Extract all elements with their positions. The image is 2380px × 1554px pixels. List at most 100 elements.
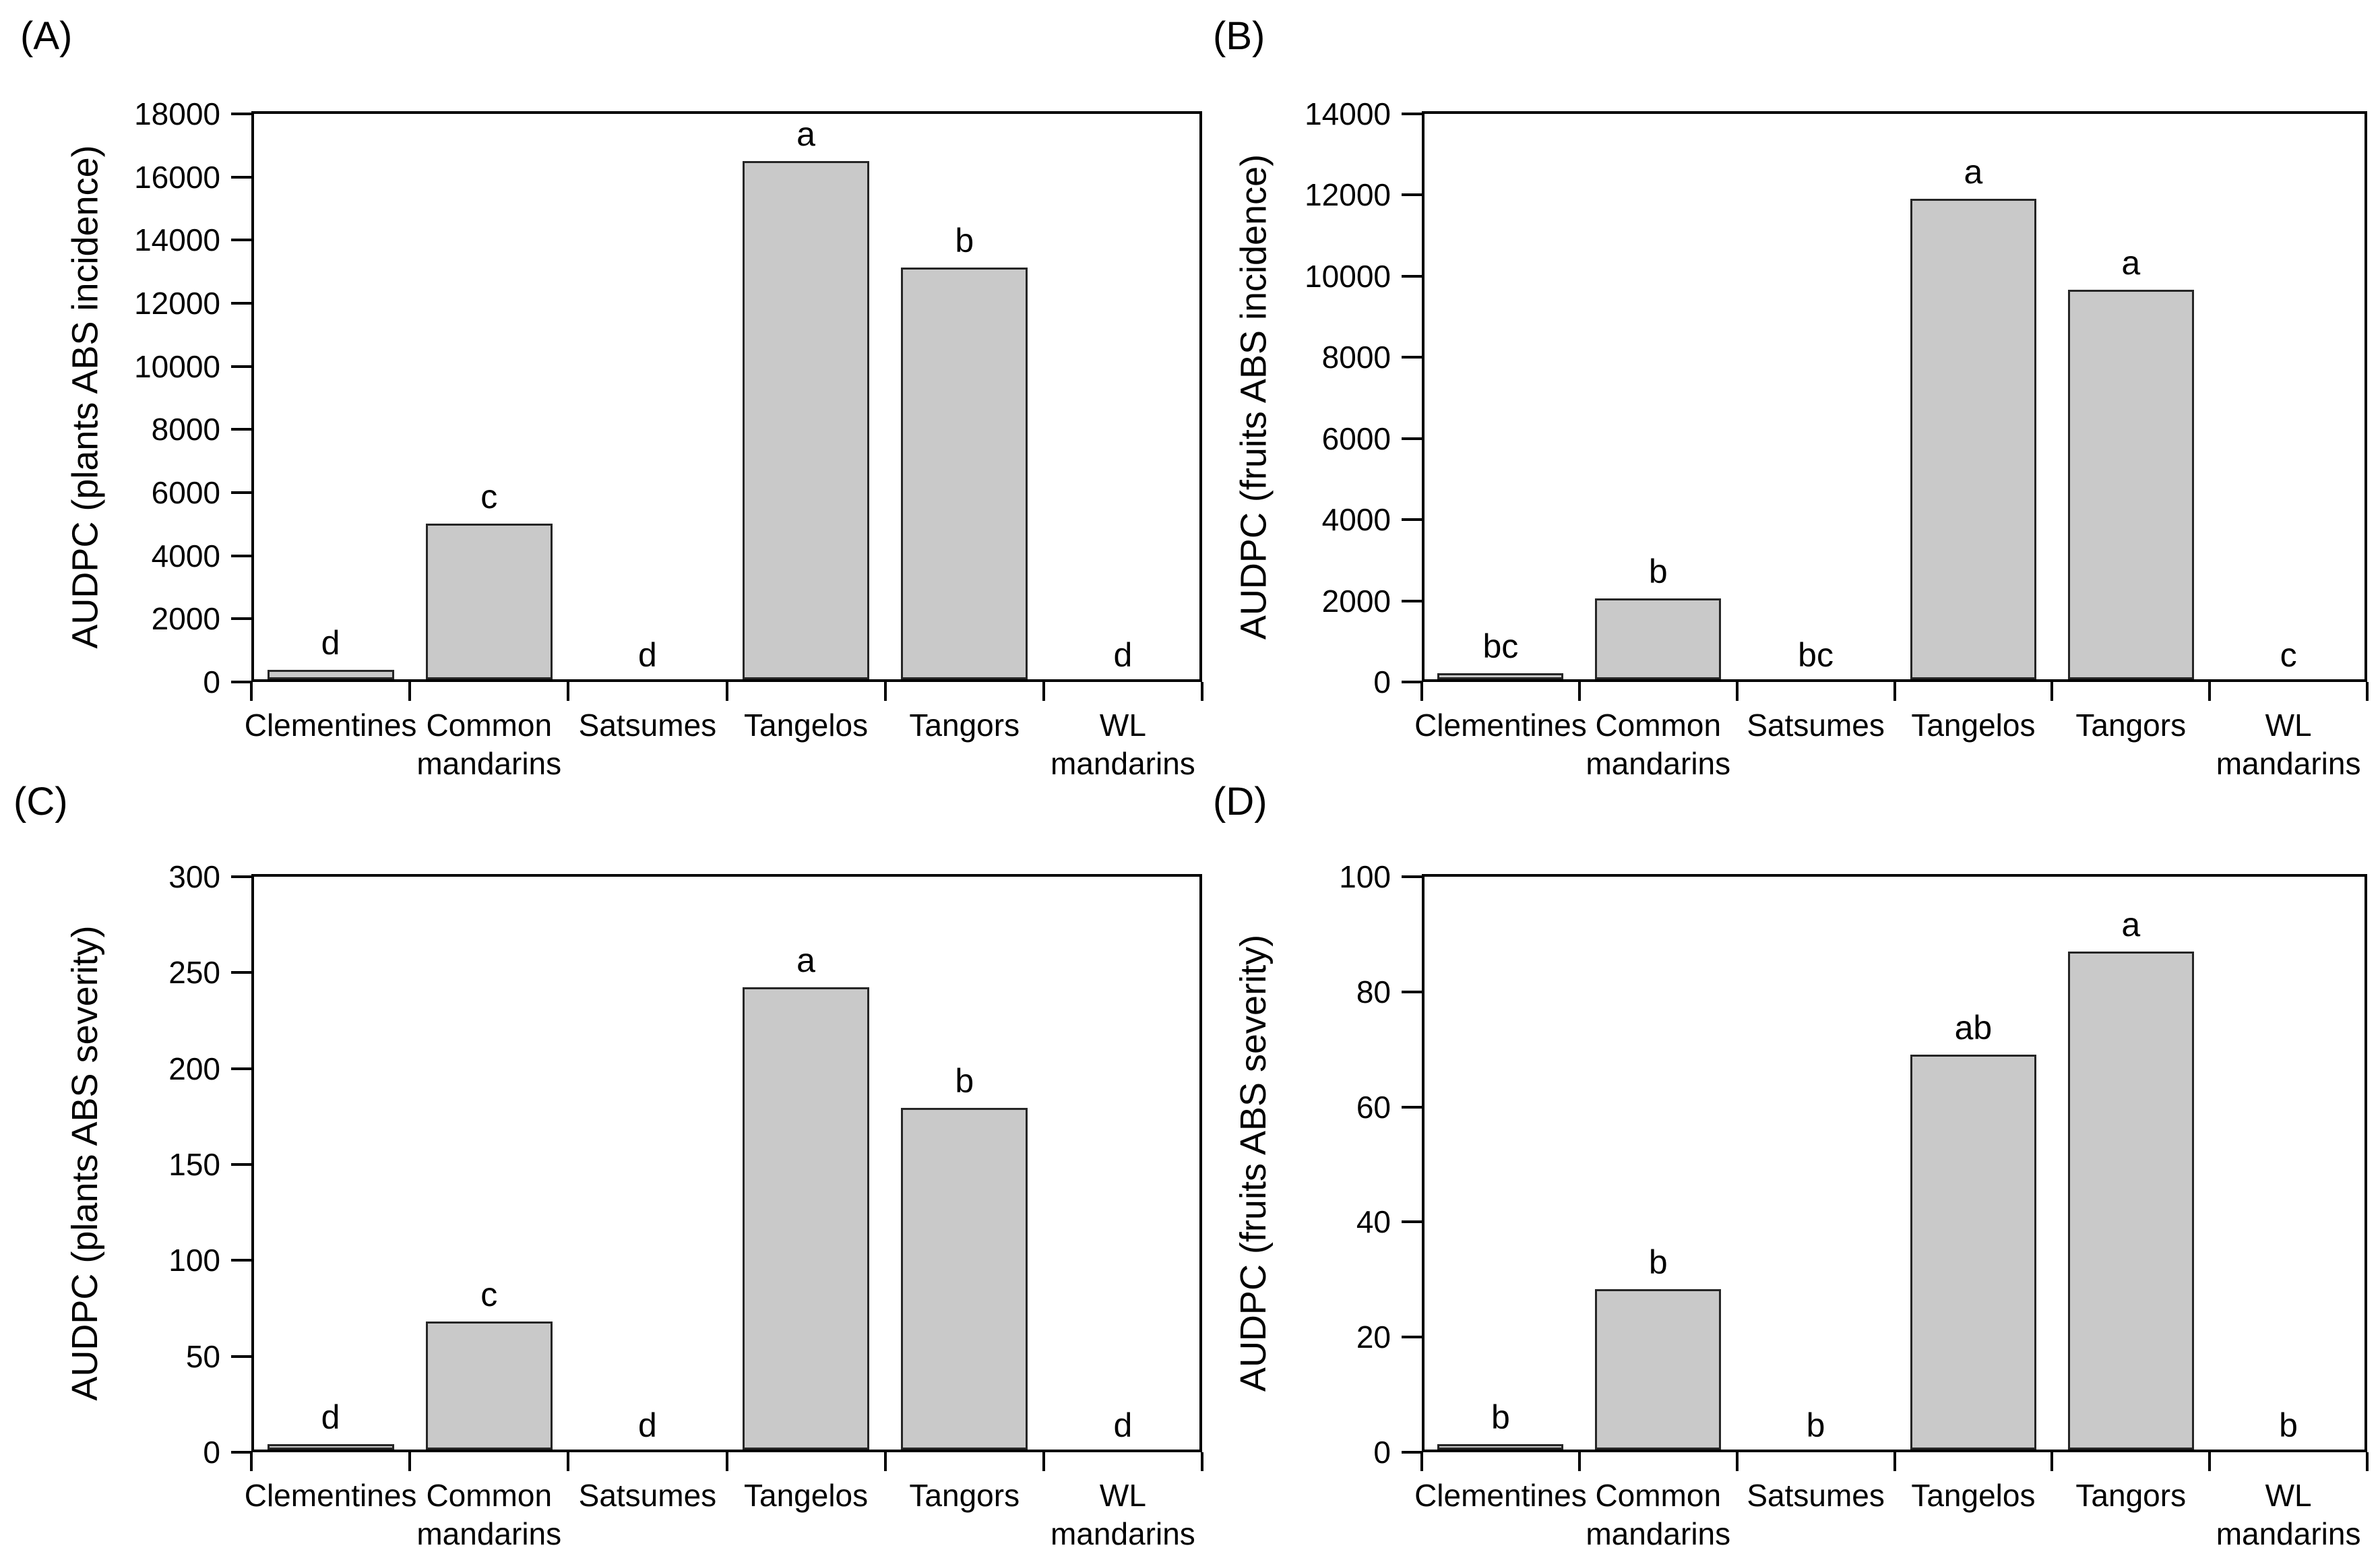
sig-letter-wl-panel-B: c (2280, 636, 2297, 674)
plot-area-A (251, 111, 1202, 682)
y-tick-C (231, 1259, 251, 1262)
bar-common-panel-D (1595, 1289, 1722, 1450)
sig-letter-common-panel-C: c (480, 1276, 498, 1314)
sig-letter-wl-panel-A: d (1113, 636, 1133, 674)
sig-letter-satsumes-panel-A: d (638, 636, 657, 674)
y-tick-A (231, 617, 251, 621)
x-category-label-wl-panel-C: WL mandarins (1051, 1478, 1195, 1551)
y-tick-B (1402, 193, 1422, 197)
x-category-label-tangelos-panel-D: Tangelos (1911, 1478, 2036, 1513)
bar-clementines-panel-A (267, 670, 394, 679)
y-tick-label-B: 6000 (1321, 421, 1391, 456)
x-tick-D (1420, 1452, 1423, 1471)
sig-letter-clementines-panel-B: bc (1482, 627, 1519, 665)
x-tick-C (883, 1452, 887, 1471)
x-category-label-common-panel-D: Common mandarins (1586, 1478, 1731, 1551)
x-category-label-tangors-panel-C: Tangors (909, 1478, 1020, 1513)
x-tick-D (1735, 1452, 1739, 1471)
y-tick-label-A: 8000 (151, 412, 220, 447)
y-tick-A (231, 554, 251, 557)
x-category-label-satsumes-panel-B: Satsumes (1747, 708, 1885, 743)
y-tick-B (1402, 518, 1422, 522)
y-tick-A (231, 175, 251, 179)
bar-common-panel-A (425, 524, 553, 679)
x-tick-A (1201, 682, 1203, 701)
y-tick-label-D: 20 (1356, 1319, 1391, 1355)
y-tick-C (231, 1067, 251, 1070)
y-tick-label-B: 10000 (1305, 258, 1391, 294)
bar-tangors-panel-D (2067, 951, 2194, 1450)
y-axis-title-A: AUDPC (plants ABS incidence) (65, 144, 105, 649)
sig-letter-wl-panel-D: b (2279, 1406, 2298, 1444)
y-tick-label-C: 300 (168, 859, 220, 894)
y-tick-B (1402, 274, 1422, 278)
sig-letter-tangors-panel-A: b (955, 222, 974, 260)
y-tick-D (1402, 1336, 1422, 1339)
x-tick-B (2050, 682, 2054, 701)
x-tick-A (408, 682, 412, 701)
y-tick-B (1402, 681, 1422, 683)
bar-clementines-panel-D (1437, 1443, 1564, 1450)
sig-letter-tangelos-panel-B: a (1964, 152, 1983, 191)
y-tick-label-C: 150 (168, 1147, 220, 1182)
sig-letter-tangelos-panel-D: ab (1954, 1008, 1993, 1047)
x-category-label-tangelos-panel-B: Tangelos (1911, 708, 2036, 743)
x-tick-C (1201, 1452, 1203, 1471)
y-tick-B (1402, 113, 1422, 115)
y-tick-label-D: 0 (1373, 1435, 1391, 1470)
x-tick-D (2208, 1452, 2212, 1471)
y-tick-label-D: 60 (1356, 1089, 1391, 1125)
y-tick-A (231, 302, 251, 305)
y-tick-label-A: 0 (203, 664, 220, 700)
x-category-label-clementines-panel-C: Clementines (244, 1478, 417, 1513)
x-tick-D (2366, 1452, 2369, 1471)
y-tick-C (231, 1163, 251, 1166)
x-category-label-clementines-panel-B: Clementines (1414, 708, 1587, 743)
y-tick-C (231, 971, 251, 974)
y-tick-label-C: 0 (203, 1435, 220, 1470)
y-tick-A (231, 681, 251, 683)
x-tick-B (1420, 682, 1423, 701)
y-tick-label-D: 100 (1339, 859, 1391, 894)
bar-clementines-panel-B (1437, 673, 1564, 679)
x-tick-C (1042, 1452, 1045, 1471)
y-tick-label-C: 50 (185, 1338, 220, 1374)
x-category-label-tangors-panel-D: Tangors (2075, 1478, 2187, 1513)
x-tick-C (725, 1452, 728, 1471)
sig-letter-tangors-panel-B: a (2121, 243, 2141, 282)
sig-letter-clementines-panel-A: d (321, 624, 340, 662)
x-tick-A (1042, 682, 1045, 701)
sig-letter-common-panel-D: b (1648, 1243, 1668, 1281)
panel-tag-C: (C) (13, 780, 68, 823)
x-category-label-wl-panel-B: WL mandarins (2216, 708, 2361, 781)
bar-tangelos-panel-D (1910, 1054, 2036, 1450)
x-tick-C (408, 1452, 412, 1471)
y-tick-A (231, 428, 251, 431)
x-category-label-common-panel-C: Common mandarins (416, 1478, 562, 1551)
x-tick-B (1893, 682, 1896, 701)
x-tick-A (250, 682, 253, 701)
y-tick-label-A: 18000 (134, 96, 220, 131)
x-tick-B (2366, 682, 2369, 701)
x-category-label-satsumes-panel-A: Satsumes (578, 708, 717, 743)
y-tick-label-A: 6000 (151, 475, 220, 510)
sig-letter-wl-panel-C: d (1113, 1406, 1133, 1444)
sig-letter-tangelos-panel-A: a (796, 115, 815, 153)
plot-area-D (1422, 874, 2367, 1452)
y-tick-D (1402, 875, 1422, 878)
y-tick-label-D: 40 (1356, 1204, 1391, 1240)
y-tick-B (1402, 437, 1422, 440)
x-tick-A (725, 682, 728, 701)
y-tick-B (1402, 599, 1422, 602)
x-tick-A (567, 682, 570, 701)
y-tick-label-A: 14000 (134, 222, 220, 258)
y-tick-A (231, 365, 251, 368)
y-tick-A (231, 491, 251, 494)
sig-letter-common-panel-B: b (1648, 553, 1668, 591)
bar-tangors-panel-A (901, 268, 1028, 679)
x-category-label-wl-panel-D: WL mandarins (2216, 1478, 2361, 1551)
x-category-label-wl-panel-A: WL mandarins (1051, 708, 1195, 781)
sig-letter-tangors-panel-C: b (955, 1061, 974, 1100)
x-category-label-tangelos-panel-C: Tangelos (744, 1478, 869, 1513)
